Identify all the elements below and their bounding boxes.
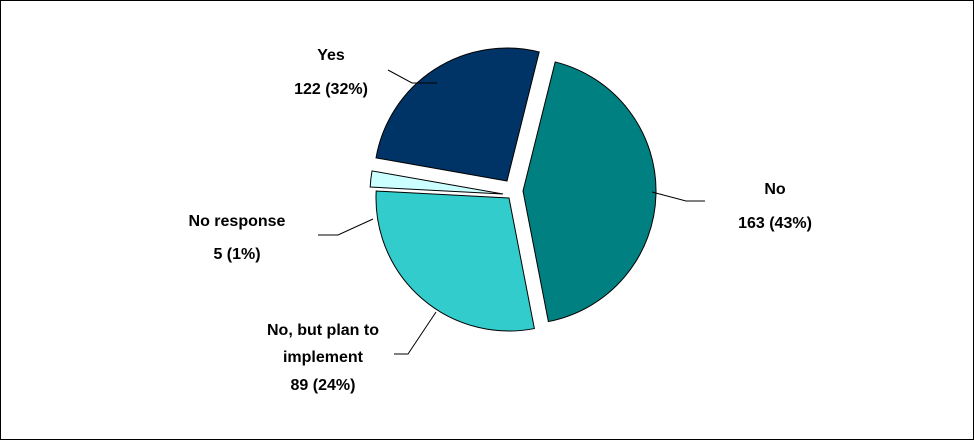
pie-slice-plan [375, 190, 535, 332]
leader-line-no [651, 191, 705, 202]
leader-line-no-response [318, 218, 374, 236]
leader-line-plan [394, 311, 437, 355]
label-no-name: No [764, 181, 786, 198]
label-no-response-name: No response [189, 213, 286, 230]
label-yes-value: 122 (32%) [294, 81, 368, 98]
label-plan-name-line1: No, but plan to [267, 322, 379, 339]
pie-slice-noresp [369, 170, 504, 195]
label-plan-name-line2: implement [283, 349, 364, 366]
pie-slices [369, 47, 657, 332]
pie-slice-yes [375, 47, 540, 182]
label-no-value: 163 (43%) [738, 215, 812, 232]
label-no-response-value: 5 (1%) [213, 246, 260, 263]
label-yes-name: Yes [317, 47, 345, 64]
leader-line-yes [387, 69, 437, 84]
pie-slice-no [522, 61, 657, 323]
label-plan-value: 89 (24%) [291, 377, 356, 394]
